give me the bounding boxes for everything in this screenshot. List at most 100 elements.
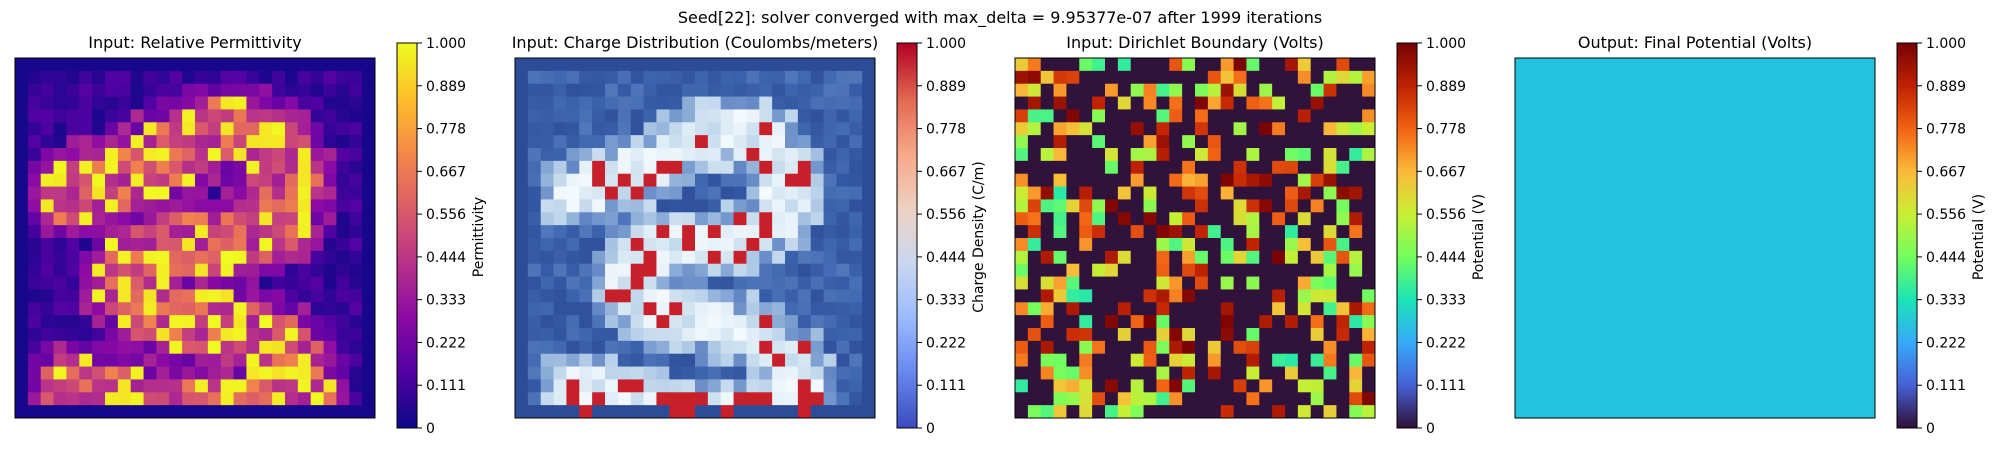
- colorbar-gradient-step: [1897, 261, 1917, 265]
- heatmap-cell: [1207, 58, 1222, 72]
- heatmap-cell: [1233, 353, 1247, 367]
- colorbar-gradient-step: [1397, 363, 1417, 368]
- heatmap-cell: [759, 83, 773, 97]
- colorbar-gradient-step: [397, 277, 417, 281]
- heatmap-cell: [759, 263, 773, 277]
- heatmap-cell: [669, 199, 683, 213]
- heatmap-cell: [53, 302, 67, 316]
- heatmap-cell: [1336, 212, 1350, 226]
- heatmap-cell: [579, 212, 593, 226]
- heatmap-cell: [1053, 238, 1067, 252]
- heatmap-cell: [1336, 122, 1350, 136]
- heatmap-cell: [810, 225, 824, 239]
- heatmap-cell: [823, 289, 837, 303]
- heatmap-cell: [130, 109, 144, 123]
- colorbar-gradient-step: [897, 213, 917, 217]
- heatmap-cell: [1297, 250, 1312, 265]
- heatmap-cell: [643, 225, 657, 239]
- heatmap-cell: [53, 148, 67, 162]
- colorbar-gradient-step: [1897, 274, 1917, 278]
- colorbar-gradient-step: [897, 235, 917, 240]
- heatmap-cell: [1297, 173, 1312, 187]
- heatmap-cell: [579, 83, 593, 97]
- heatmap-cell: [849, 263, 863, 277]
- heatmap-cell: [540, 353, 554, 367]
- heatmap-cell: [1233, 328, 1247, 342]
- colorbar-gradient-step: [1397, 274, 1417, 278]
- colorbar-gradient-step: [897, 312, 917, 317]
- colorbar-gradient-step: [1397, 322, 1417, 326]
- heatmap-cell: [1297, 263, 1312, 277]
- heatmap-cell: [272, 302, 286, 316]
- heatmap-cell: [553, 405, 567, 419]
- heatmap-cell: [1117, 328, 1132, 342]
- panel-boundary: Input: Dirichlet Boundary (Volts) 00.111…: [1014, 33, 1487, 437]
- heatmap-cell: [617, 199, 632, 213]
- heatmap-cell: [1220, 340, 1234, 355]
- heatmap-cell: [579, 340, 593, 355]
- heatmap-cell: [553, 122, 567, 136]
- heatmap-cell: [1079, 315, 1093, 329]
- heatmap-cell: [1310, 276, 1324, 290]
- heatmap-cell: [182, 70, 196, 85]
- heatmap-cell: [527, 289, 542, 303]
- heatmap-cell: [297, 392, 312, 406]
- heatmap-cell: [362, 302, 376, 316]
- panel-permittivity: Input: Relative Permittivity 00.1110.222…: [14, 33, 487, 437]
- colorbar-gradient-step: [897, 180, 917, 185]
- heatmap-cell: [169, 96, 183, 110]
- colorbar-gradient-step: [397, 325, 417, 330]
- heatmap-cell: [1272, 315, 1286, 329]
- heatmap-cell: [349, 160, 363, 175]
- colorbar-gradient-step: [397, 78, 417, 82]
- heatmap-cell: [182, 199, 196, 213]
- heatmap-cell: [772, 96, 786, 110]
- heatmap-cell: [1117, 353, 1132, 367]
- heatmap-cell: [836, 109, 850, 123]
- heatmap-cell: [759, 199, 773, 213]
- heatmap-cell: [695, 238, 709, 252]
- heatmap-cell: [182, 250, 196, 265]
- heatmap-cell: [233, 289, 247, 303]
- heatmap-cell: [246, 379, 260, 393]
- heatmap-cell: [1092, 405, 1106, 419]
- heatmap-cell: [617, 173, 632, 187]
- heatmap-cell: [527, 148, 542, 162]
- heatmap-cell: [143, 173, 157, 187]
- colorbar-gradient-step: [397, 389, 417, 394]
- heatmap-cell: [785, 212, 799, 226]
- heatmap-cell: [592, 212, 606, 226]
- colorbar-gradient-step: [1897, 334, 1917, 339]
- heatmap-cell: [259, 315, 273, 329]
- heatmap-cell: [1015, 83, 1029, 97]
- heatmap-cell: [207, 83, 222, 97]
- heatmap-cell: [515, 109, 529, 123]
- heatmap-cell: [1259, 109, 1273, 123]
- heatmap-cell: [362, 173, 376, 187]
- heatmap-cell: [1195, 199, 1209, 213]
- heatmap-cell: [349, 122, 363, 136]
- heatmap-cell: [310, 340, 324, 355]
- heatmap-cell: [540, 340, 554, 355]
- heatmap-cell: [1259, 276, 1273, 290]
- heatmap-cell: [682, 315, 696, 329]
- heatmap-cell: [669, 405, 683, 419]
- colorbar-gradient-step: [397, 229, 417, 233]
- heatmap-cell: [707, 353, 722, 367]
- colorbar-gradient-step: [1397, 75, 1417, 79]
- heatmap-cell: [1143, 366, 1157, 380]
- heatmap-cell: [1169, 122, 1183, 136]
- heatmap-cell: [669, 302, 683, 316]
- heatmap-cell: [285, 353, 299, 367]
- heatmap-cell: [1182, 173, 1196, 187]
- heatmap-cell: [1285, 212, 1299, 226]
- heatmap-cell: [92, 289, 106, 303]
- heatmap-cell: [246, 263, 260, 277]
- heatmap-cell: [733, 58, 747, 72]
- heatmap-cell: [105, 276, 119, 290]
- colorbar-gradient-step: [1897, 309, 1917, 313]
- heatmap-cell: [349, 379, 363, 393]
- colorbar-gradient-step: [1897, 71, 1917, 76]
- heatmap-cell: [1156, 340, 1170, 355]
- colorbar-gradient-step: [897, 296, 917, 301]
